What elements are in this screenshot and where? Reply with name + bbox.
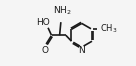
Text: CH$_3$: CH$_3$ — [100, 23, 118, 35]
Text: NH$_2$: NH$_2$ — [53, 4, 71, 17]
Text: N: N — [78, 46, 85, 55]
Text: O: O — [41, 46, 48, 55]
Text: HO: HO — [36, 18, 50, 27]
